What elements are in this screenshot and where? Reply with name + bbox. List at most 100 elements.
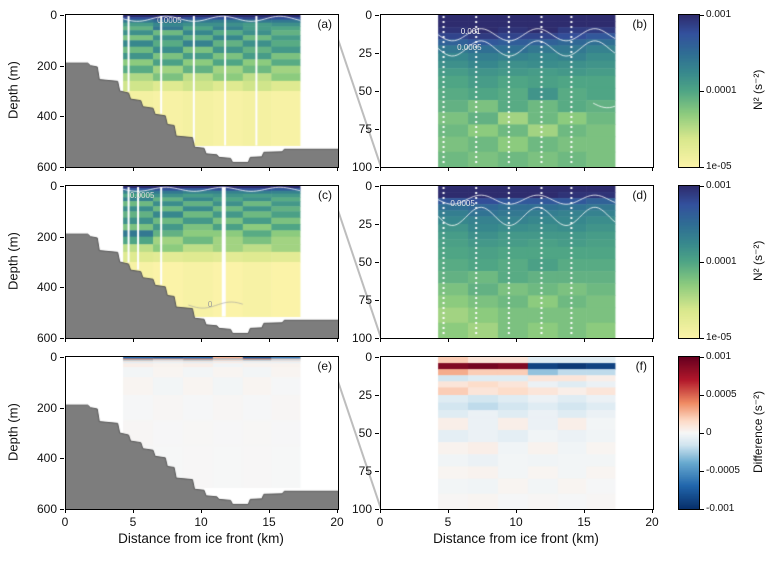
y-tick (60, 287, 64, 289)
y-tick (60, 338, 64, 339)
y-tick-label: 600 (36, 331, 57, 345)
y-tick-label: 600 (36, 502, 57, 516)
y-tick-label: 25 (358, 388, 372, 402)
colorbar-tick (700, 433, 704, 434)
y-tick-label: 75 (358, 122, 372, 136)
panel-c: (c) 0.0005 0 (65, 185, 339, 339)
y-tick-label: 400 (36, 109, 57, 124)
x-tick (652, 338, 653, 342)
colorbar-tick (700, 357, 704, 358)
colorbar-tick-label: -0.0005 (706, 465, 740, 476)
contour-label-0.001: 0.001 (460, 26, 481, 36)
y-tick (375, 53, 379, 54)
colorbar-gradient-n2-middle (679, 186, 699, 338)
y-axis-label-row3: Depth (m) (5, 403, 21, 461)
colorbar-tick (700, 509, 704, 510)
y-tick (375, 15, 379, 16)
colorbar-label-difference: Difference (s⁻²) (751, 390, 765, 474)
x-tick (448, 167, 449, 171)
x-tick (380, 167, 381, 171)
x-tick (448, 338, 449, 342)
colorbar-difference (678, 356, 700, 510)
x-tick (201, 509, 202, 513)
x-tick (584, 338, 585, 342)
y-tick (60, 186, 64, 187)
y-tick-label: 100 (351, 502, 372, 516)
y-tick (60, 236, 64, 238)
colorbar-n2-middle (678, 185, 700, 339)
colorbar-gradient-difference (679, 357, 699, 509)
x-tick (448, 509, 449, 513)
x-tick (652, 167, 653, 171)
x-tick (269, 509, 270, 513)
x-tick (380, 338, 381, 342)
panel-label-d: (d) (632, 188, 647, 202)
y-tick (60, 116, 64, 118)
x-tick-label: 5 (444, 515, 452, 529)
heatmap-panel-f (381, 357, 653, 509)
heatmap-panel-d (381, 186, 653, 338)
colorbar-label-n2-middle: N² (s⁻²) (751, 240, 765, 282)
y-tick (375, 224, 379, 225)
x-tick (380, 509, 381, 513)
x-tick (652, 509, 653, 513)
colorbar-tick (700, 15, 704, 16)
y-tick-label: 200 (36, 58, 57, 73)
y-tick-label: 25 (358, 217, 372, 231)
contour-label-0.0005: 0.0005 (129, 191, 155, 201)
y-tick (375, 262, 379, 263)
y-tick (375, 509, 379, 510)
y-tick-label: 100 (351, 160, 372, 174)
x-tick-label: 0 (376, 515, 384, 529)
x-tick (133, 338, 134, 342)
colorbar-tick (700, 186, 704, 187)
x-tick-label: 20 (330, 515, 344, 529)
y-tick (60, 65, 64, 67)
y-axis-label-row1: Depth (m) (5, 61, 21, 119)
y-tick (375, 129, 379, 130)
y-tick (375, 471, 379, 472)
y-tick-label: 50 (358, 426, 372, 440)
y-tick-label: 200 (36, 400, 57, 415)
y-tick-label: 0 (50, 350, 57, 364)
colorbar-tick-label: 0.001 (706, 9, 732, 20)
y-tick (60, 458, 64, 460)
y-tick-label: 100 (351, 331, 372, 345)
colorbar-n2-top (678, 14, 700, 168)
x-tick (584, 509, 585, 513)
x-tick-label: 10 (509, 515, 523, 529)
x-tick (584, 167, 585, 171)
panel-e: (e) (65, 356, 339, 510)
x-tick (337, 167, 338, 171)
panel-label-e: (e) (317, 359, 332, 373)
colorbar-tick-label: 0 (706, 427, 712, 438)
colorbar-tick-label: 0.001 (706, 351, 732, 362)
colorbar-tick-label: 0.0001 (706, 256, 737, 267)
y-tick-label: 0 (50, 179, 57, 193)
y-tick (375, 300, 379, 301)
x-tick-label: 10 (194, 515, 208, 529)
colorbar-label-n2-top: N² (s⁻²) (751, 69, 765, 111)
colorbar-tick (700, 167, 704, 168)
y-tick (375, 433, 379, 434)
x-tick (201, 338, 202, 342)
colorbar-tick-label: 1e-05 (706, 161, 732, 172)
x-tick (516, 509, 517, 513)
y-tick-label: 75 (358, 464, 372, 478)
x-tick (516, 167, 517, 171)
x-tick (337, 509, 338, 513)
heatmap-panel-b (381, 15, 653, 167)
y-tick (60, 167, 64, 168)
x-tick (65, 509, 66, 513)
y-tick-label: 200 (36, 229, 57, 244)
panel-b: (b) 0.001 0.0005 (380, 14, 654, 168)
y-tick (375, 186, 379, 187)
y-tick (375, 395, 379, 396)
heatmap-panel-c (66, 186, 338, 338)
panel-label-c: (c) (318, 188, 332, 202)
x-tick (201, 167, 202, 171)
panel-label-a: (a) (317, 17, 332, 31)
contour-label-0.0005: 0.0005 (157, 15, 182, 25)
colorbar-tick (700, 395, 704, 396)
